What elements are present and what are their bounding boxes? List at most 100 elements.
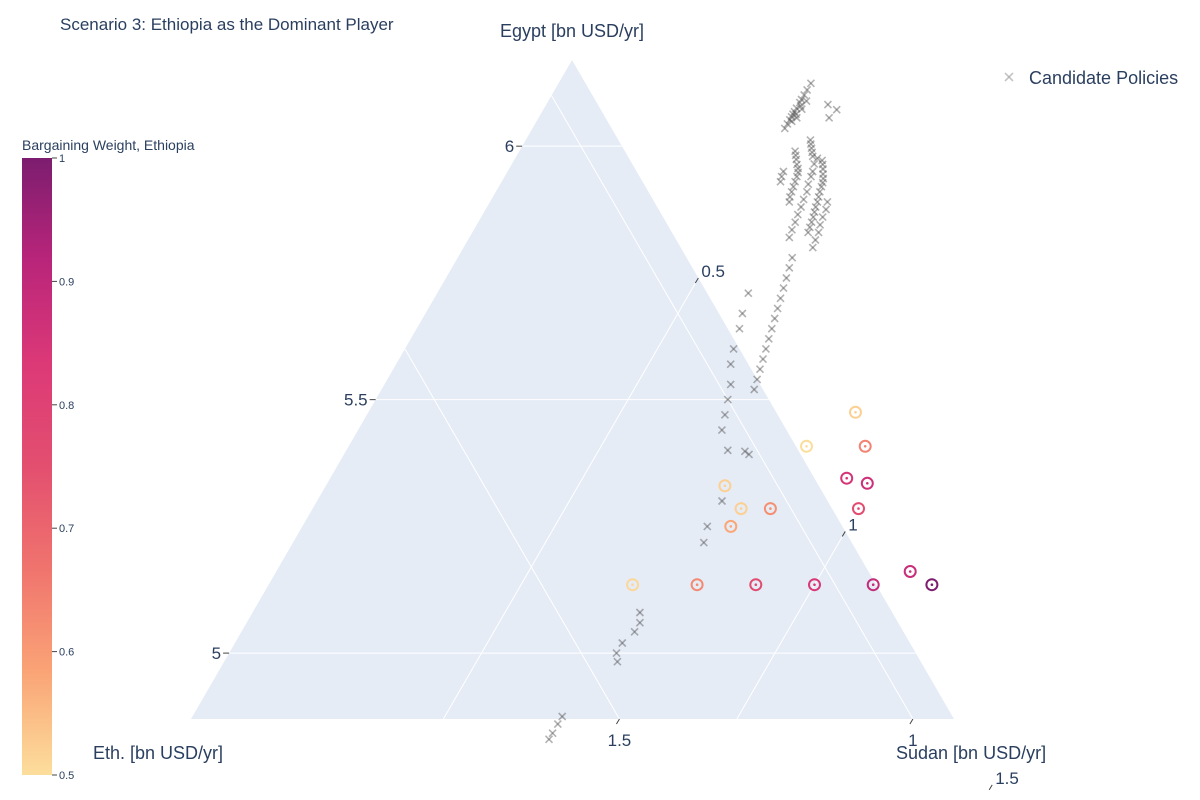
candidate-policy-point <box>773 304 782 313</box>
candidate-policy-point <box>817 182 826 191</box>
ethiopia-gridline <box>551 95 914 720</box>
candidate-policy-point <box>792 113 801 122</box>
ethiopia-tick <box>909 718 914 725</box>
candidate-policy-point <box>791 147 800 156</box>
candidate-policy-point <box>723 446 732 455</box>
candidate-policy-point <box>806 172 816 181</box>
candidate-policy-point <box>780 124 789 133</box>
candidate-policy-point <box>815 187 824 196</box>
egypt-tick-label: 5.5 <box>344 391 368 410</box>
candidate-policy-point <box>807 218 816 227</box>
candidate-policy-point <box>779 284 788 293</box>
candidate-policy-point <box>717 496 727 506</box>
candidate-policy-point <box>792 160 801 169</box>
grid-lines <box>229 95 1031 786</box>
colorbar-title: Bargaining Weight, Ethiopia <box>22 137 195 153</box>
candidate-policy-point <box>783 119 792 128</box>
bargaining-weight-series <box>626 405 939 592</box>
candidate-policy-point <box>796 102 805 111</box>
bargaining-weight-point <box>734 502 748 516</box>
candidate-policy-point <box>808 152 817 161</box>
candidate-policy-point <box>819 174 828 183</box>
candidate-policy-point <box>789 182 798 191</box>
colorbar-tick-label: 0.7 <box>59 523 74 535</box>
bargaining-weight-point <box>903 565 917 578</box>
candidate-policy-point <box>779 167 788 176</box>
candidate-policy-point <box>787 112 796 121</box>
candidate-policy-point <box>793 164 803 173</box>
bargaining-weight-point <box>763 502 777 516</box>
candidate-policy-point <box>788 253 797 262</box>
candidate-policy-point <box>785 233 794 242</box>
candidate-policy-point <box>806 136 815 145</box>
candidate-policy-point <box>806 140 815 149</box>
candidate-policy-point <box>758 355 768 364</box>
candidate-policy-point <box>717 426 726 435</box>
ethiopia-gridline <box>404 348 620 720</box>
candidate-policy-point <box>787 187 796 196</box>
bargaining-weight-point <box>840 471 854 485</box>
chart-title: Scenario 3: Ethiopia as the Dominant Pla… <box>60 15 394 34</box>
candidate-policy-point <box>558 712 567 721</box>
candidate-policy-point <box>703 522 712 531</box>
candidate-policy-point <box>753 375 762 384</box>
candidate-policy-point <box>825 113 834 122</box>
candidate-policy-point <box>548 729 557 738</box>
candidate-policy-point <box>770 314 779 323</box>
candidate-policy-point <box>740 447 749 456</box>
candidate-policy-point <box>818 178 827 187</box>
candidate-policy-point <box>808 243 817 252</box>
egypt-tick-label: 5 <box>212 644 221 663</box>
candidate-policy-point <box>776 294 785 303</box>
candidate-policy-point <box>807 144 816 153</box>
candidate-policy-point <box>802 187 811 196</box>
candidate-policy-point <box>808 167 817 176</box>
candidate-policy-point <box>813 197 822 206</box>
candidate-policy-point <box>738 309 747 318</box>
candidate-policy-point <box>791 177 800 186</box>
candidate-policy-point <box>797 95 806 104</box>
bargaining-weight-point <box>808 578 821 592</box>
candidate-policy-point <box>800 90 809 100</box>
candidate-policy-point <box>809 213 818 222</box>
candidate-policy-point <box>802 97 811 106</box>
sudan-tick <box>694 277 699 284</box>
candidate-policy-point <box>803 85 812 94</box>
colorbar <box>22 158 52 775</box>
sudan-axis-title: Sudan [bn USD/yr] <box>896 743 1046 763</box>
candidate-policy-point <box>776 177 785 186</box>
sudan-tick <box>988 784 993 791</box>
sudan-gridline <box>442 277 699 720</box>
candidate-policy-point <box>764 334 773 343</box>
candidate-policy-point <box>818 213 827 222</box>
ethiopia-axis-title: Eth. [bn USD/yr] <box>93 743 223 763</box>
candidate-policy-point <box>804 180 813 189</box>
ternary-plot-area <box>191 60 954 719</box>
candidate-policy-point <box>821 205 831 214</box>
bargaining-weight-point <box>866 578 880 592</box>
candidate-policy-point <box>814 192 823 201</box>
candidate-policy-point <box>787 225 796 234</box>
candidate-policy-point <box>793 210 802 219</box>
bargaining-weight-point <box>749 578 763 592</box>
legend[interactable]: Candidate Policies <box>1004 68 1178 88</box>
candidate-policy-point <box>726 380 735 389</box>
candidate-policy-point <box>792 172 801 181</box>
legend-label: Candidate Policies <box>1029 68 1178 88</box>
candidate-policy-point <box>832 105 841 114</box>
candidate-policy-point <box>788 110 798 119</box>
bargaining-weight-point <box>724 519 738 533</box>
ethiopia-tick-label: 1.5 <box>608 731 632 750</box>
candidate-policy-point <box>818 156 827 165</box>
bargaining-weight-point <box>925 578 939 592</box>
candidate-policy-point <box>785 115 794 124</box>
candidate-policy-point <box>785 263 794 272</box>
candidate-policy-point <box>699 538 708 547</box>
candidate-policy-point <box>804 228 813 237</box>
candidate-policy-point <box>635 618 644 627</box>
bargaining-weight-point <box>858 439 872 453</box>
candidate-policy-point <box>791 218 800 227</box>
bargaining-weight-point <box>860 476 874 490</box>
candidate-policy-point <box>814 228 823 237</box>
candidate-policy-point <box>818 160 827 169</box>
